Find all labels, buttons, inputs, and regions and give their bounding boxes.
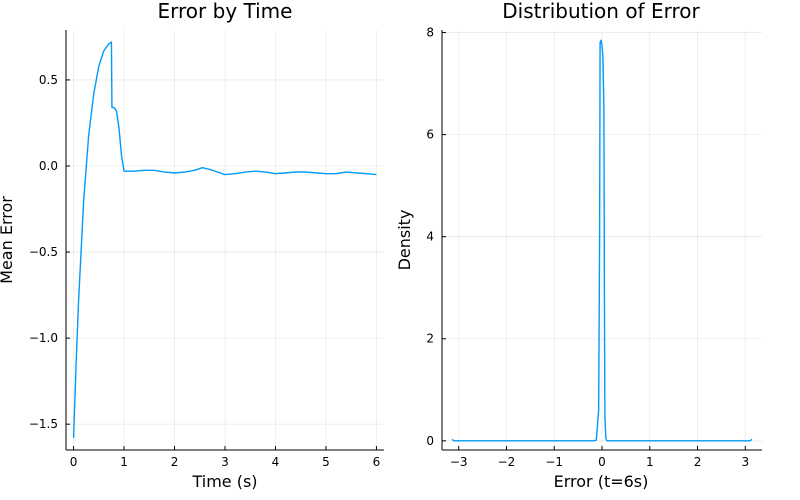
x-tick-label: 5 <box>322 455 330 469</box>
x-axis-label: Time (s) <box>191 472 257 491</box>
x-axis-label: Error (t=6s) <box>554 472 649 491</box>
y-tick-label: 4 <box>426 230 434 244</box>
distribution-of-error-chart: Distribution of Error −3 −2 −1 0 1 2 3 0 2 4 6 8 E… <box>395 0 762 491</box>
x-tick-label: 2 <box>694 455 702 469</box>
series-layer <box>451 39 753 442</box>
x-tick-label: −2 <box>498 455 516 469</box>
error-by-time-chart: Error by Time 0 1 2 3 4 5 6 −1.5 −1.0 −0.5 0.0 0.5… <box>0 0 384 491</box>
series-line <box>451 39 753 442</box>
y-tick-label: 0.5 <box>39 73 58 87</box>
x-ticks: 0 1 2 3 4 5 6 <box>70 446 380 469</box>
y-tick-label: 0.0 <box>39 159 58 173</box>
series-layer <box>72 41 377 438</box>
x-tick-label: 3 <box>741 455 749 469</box>
y-axis-label: Density <box>395 210 414 271</box>
y-ticks: 0 2 4 6 8 <box>426 26 446 448</box>
y-axis-label: Mean Error <box>0 196 16 284</box>
x-tick-label: 1 <box>120 455 128 469</box>
x-tick-label: −1 <box>545 455 563 469</box>
grid-lines <box>442 30 762 450</box>
x-tick-label: 0 <box>598 455 606 469</box>
x-tick-label: −3 <box>450 455 468 469</box>
y-tick-label: 6 <box>426 128 434 142</box>
y-tick-label: 2 <box>426 332 434 346</box>
series-line <box>72 41 377 438</box>
y-tick-label: −1.0 <box>29 331 58 345</box>
x-tick-label: 6 <box>373 455 381 469</box>
x-tick-label: 2 <box>171 455 179 469</box>
y-tick-label: −1.5 <box>29 417 58 431</box>
y-tick-label: −0.5 <box>29 245 58 259</box>
x-tick-label: 1 <box>646 455 654 469</box>
x-ticks: −3 −2 −1 0 1 2 3 <box>450 446 749 469</box>
chart-title: Distribution of Error <box>502 0 700 23</box>
x-tick-label: 4 <box>272 455 280 469</box>
y-tick-label: 8 <box>426 26 434 40</box>
chart-title: Error by Time <box>158 0 293 23</box>
x-tick-label: 3 <box>221 455 229 469</box>
grid-lines <box>66 30 384 450</box>
x-tick-label: 0 <box>70 455 78 469</box>
y-ticks: −1.5 −1.0 −0.5 0.0 0.5 <box>29 73 70 431</box>
y-tick-label: 0 <box>426 434 434 448</box>
